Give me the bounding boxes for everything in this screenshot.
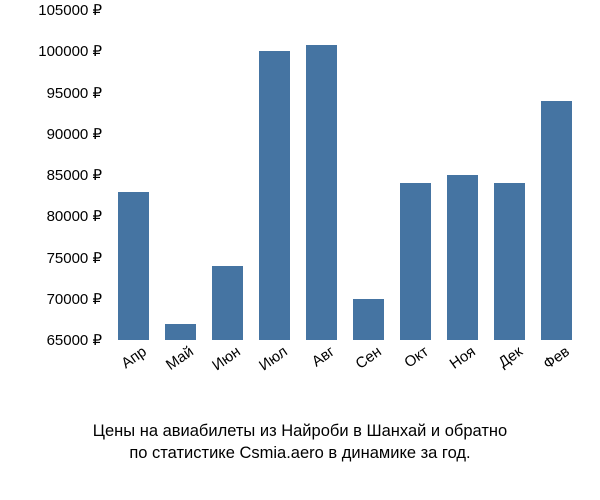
bar-slot: [251, 10, 298, 340]
bar: [541, 101, 572, 340]
y-tick-label: 65000 ₽: [47, 331, 102, 349]
x-axis: Апр Май Июн Июл Авг Сен Окт Ноя Дек Фев: [110, 343, 580, 413]
y-axis: 65000 ₽70000 ₽75000 ₽80000 ₽85000 ₽90000…: [0, 10, 110, 340]
x-tick-label: Ноя: [446, 343, 478, 373]
bar-slot: [298, 10, 345, 340]
bar: [494, 183, 525, 340]
x-tick-label: Июн: [209, 343, 244, 374]
x-tick-label: Окт: [401, 343, 431, 371]
bar: [353, 299, 384, 340]
y-tick-label: 70000 ₽: [47, 290, 102, 308]
bar: [212, 266, 243, 340]
bars-container: [110, 10, 580, 340]
y-tick-label: 85000 ₽: [47, 166, 102, 184]
y-tick-label: 105000 ₽: [38, 1, 102, 19]
plot-area: [110, 10, 580, 340]
bar-slot: [486, 10, 533, 340]
bar: [306, 45, 337, 340]
bar-slot: [157, 10, 204, 340]
caption-line-1: Цены на авиабилеты из Найроби в Шанхай и…: [30, 420, 570, 442]
bar-slot: [345, 10, 392, 340]
y-tick-label: 100000 ₽: [38, 42, 102, 60]
chart-caption: Цены на авиабилеты из Найроби в Шанхай и…: [0, 420, 600, 465]
x-tick-label: Дек: [495, 343, 525, 371]
x-tick-label: Фев: [540, 343, 572, 373]
x-tick-label: Апр: [118, 343, 149, 372]
x-tick-label: Сен: [352, 343, 384, 373]
y-tick-label: 95000 ₽: [47, 84, 102, 102]
price-chart: 65000 ₽ 70000 ₽ 75000 ₽ 80000 ₽ 85000 ₽ 90000…: [0, 0, 600, 420]
y-tick-label: 90000 ₽: [47, 125, 102, 143]
bar: [447, 175, 478, 340]
x-tick-label: Авг: [308, 343, 337, 370]
x-tick-label: Июл: [256, 343, 291, 374]
bar: [400, 183, 431, 340]
x-tick-label: Май: [162, 343, 196, 374]
bar: [165, 324, 196, 341]
bar-slot: [533, 10, 580, 340]
bar-slot: [392, 10, 439, 340]
bar: [259, 51, 290, 340]
bar-slot: [439, 10, 486, 340]
y-tick-label: 75000 ₽: [47, 249, 102, 267]
bar-slot: [110, 10, 157, 340]
caption-line-2: по статистике Csmia.aero в динамике за г…: [30, 442, 570, 464]
bar: [118, 192, 149, 341]
bar-slot: [204, 10, 251, 340]
y-tick-label: 80000 ₽: [47, 207, 102, 225]
